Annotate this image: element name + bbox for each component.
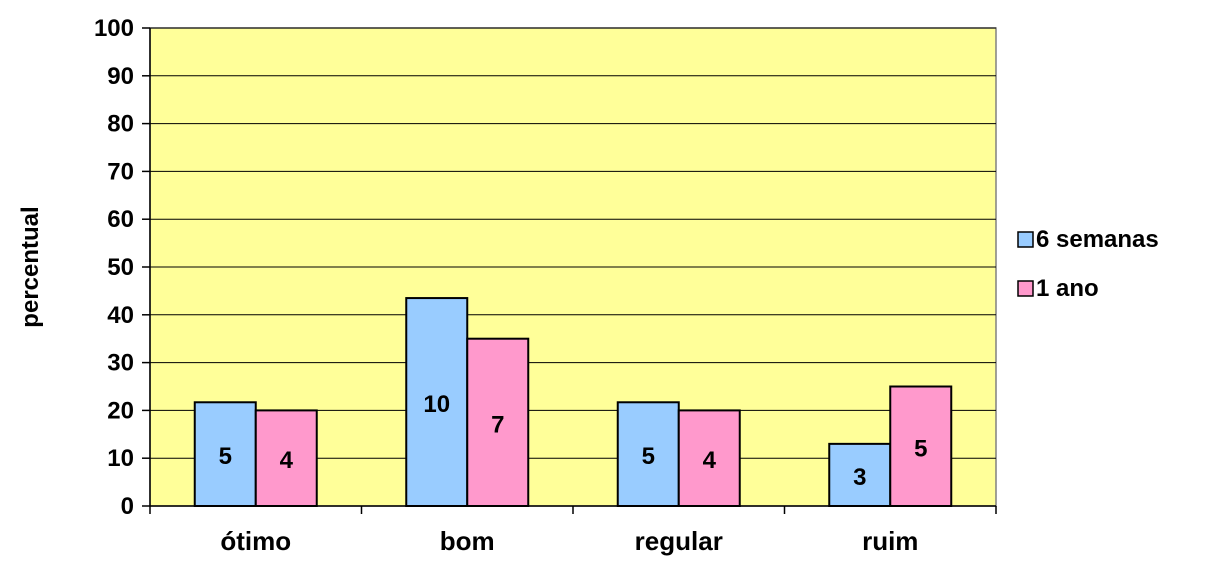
y-tick-label: 80 bbox=[107, 111, 134, 138]
bar bbox=[677, 409, 741, 507]
y-tick-label: 60 bbox=[107, 206, 134, 233]
data-label: 5 bbox=[642, 443, 655, 470]
legend: 6 semanas 1 ano bbox=[1017, 226, 1159, 302]
bar bbox=[466, 337, 530, 508]
legend-label: 1 ano bbox=[1036, 275, 1099, 302]
legend-label: 6 semanas bbox=[1036, 226, 1159, 253]
data-label: 5 bbox=[914, 435, 927, 462]
y-axis-label: percentual bbox=[17, 206, 44, 327]
x-axis-categories: ótimo bom regular ruim bbox=[149, 506, 997, 556]
y-axis-ticks: 0 10 20 30 40 50 60 70 80 90 100 bbox=[94, 15, 150, 520]
data-label: 5 bbox=[219, 443, 232, 470]
x-category-label: ruim bbox=[862, 526, 918, 556]
y-tick-label: 30 bbox=[107, 350, 134, 377]
y-tick-label: 0 bbox=[121, 493, 134, 520]
data-label: 4 bbox=[280, 447, 294, 474]
bar bbox=[828, 442, 892, 507]
x-category-label: regular bbox=[635, 526, 723, 556]
y-tick-label: 20 bbox=[107, 397, 134, 424]
y-tick-label: 40 bbox=[107, 302, 134, 329]
data-label: 3 bbox=[853, 464, 866, 491]
data-label: 7 bbox=[491, 411, 504, 438]
legend-swatch bbox=[1017, 231, 1034, 248]
x-category-label: bom bbox=[440, 526, 495, 556]
y-tick-label: 10 bbox=[107, 445, 134, 472]
data-label: 4 bbox=[703, 447, 717, 474]
bars: 5 4 10 7 5 4 3 5 bbox=[193, 297, 953, 508]
bar bbox=[889, 385, 953, 507]
bar bbox=[254, 409, 318, 507]
data-label: 10 bbox=[423, 391, 450, 418]
y-tick-label: 70 bbox=[107, 158, 134, 185]
y-tick-label: 100 bbox=[94, 15, 134, 42]
y-tick-label: 50 bbox=[107, 254, 134, 281]
legend-swatch bbox=[1017, 280, 1034, 297]
x-category-label: ótimo bbox=[220, 526, 291, 556]
y-tick-label: 90 bbox=[107, 63, 134, 90]
bar bbox=[616, 401, 680, 507]
